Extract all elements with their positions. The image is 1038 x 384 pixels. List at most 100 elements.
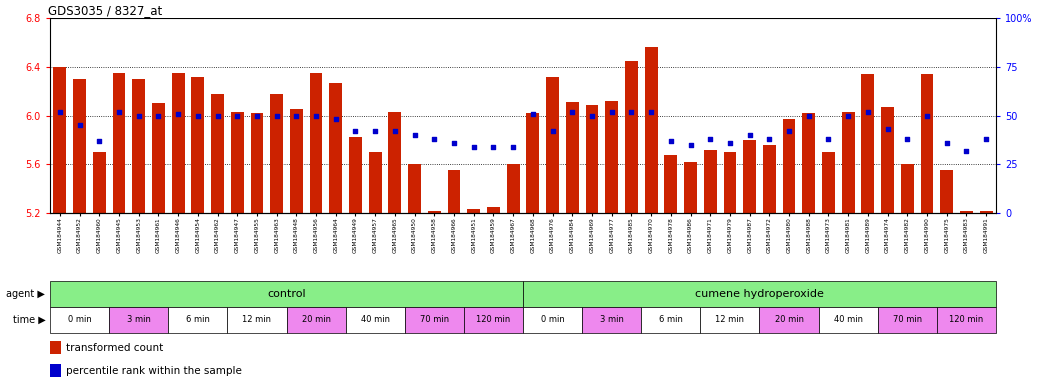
Bar: [802, 113, 815, 213]
Bar: [309, 73, 323, 213]
Bar: [507, 164, 520, 213]
Bar: [641, 307, 701, 333]
Point: [504, 144, 521, 150]
Point: [386, 128, 403, 134]
Point: [958, 147, 975, 154]
Point: [899, 136, 916, 142]
Bar: [447, 170, 461, 213]
Point: [721, 140, 738, 146]
Bar: [50, 281, 523, 307]
Bar: [290, 109, 303, 213]
Point: [151, 113, 167, 119]
Bar: [171, 73, 185, 213]
Bar: [191, 76, 204, 213]
Point: [840, 113, 856, 119]
Point: [210, 113, 226, 119]
Bar: [467, 209, 481, 213]
Bar: [842, 112, 854, 213]
Point: [72, 122, 88, 128]
Text: 120 min: 120 min: [950, 316, 984, 324]
Bar: [368, 152, 382, 213]
Point: [229, 113, 246, 119]
Point: [938, 140, 955, 146]
Bar: [526, 113, 540, 213]
Bar: [546, 76, 559, 213]
Text: GDS3035 / 8327_at: GDS3035 / 8327_at: [48, 4, 162, 17]
Bar: [464, 307, 523, 333]
Point: [978, 136, 994, 142]
Bar: [408, 164, 421, 213]
Point: [879, 126, 896, 132]
Bar: [50, 307, 109, 333]
Point: [91, 138, 108, 144]
Point: [919, 113, 935, 119]
Point: [544, 128, 561, 134]
Bar: [346, 307, 405, 333]
Text: control: control: [267, 289, 306, 299]
Point: [131, 113, 147, 119]
Text: 70 min: 70 min: [893, 316, 922, 324]
Point: [564, 109, 580, 115]
Bar: [152, 103, 165, 213]
Bar: [625, 61, 637, 213]
Bar: [940, 170, 953, 213]
Bar: [92, 152, 106, 213]
Bar: [270, 94, 283, 213]
Text: 3 min: 3 min: [600, 316, 624, 324]
Bar: [704, 150, 716, 213]
Text: 12 min: 12 min: [243, 316, 272, 324]
Point: [662, 138, 679, 144]
Bar: [329, 83, 343, 213]
Bar: [881, 107, 894, 213]
Point: [583, 113, 600, 119]
Text: 20 min: 20 min: [774, 316, 803, 324]
Text: 12 min: 12 min: [715, 316, 744, 324]
Bar: [211, 94, 224, 213]
Bar: [760, 307, 819, 333]
Point: [289, 113, 305, 119]
Point: [741, 132, 758, 138]
Bar: [862, 74, 874, 213]
Bar: [132, 79, 145, 213]
Bar: [723, 152, 736, 213]
Point: [406, 132, 422, 138]
Text: percentile rank within the sample: percentile rank within the sample: [66, 366, 242, 376]
Bar: [405, 307, 464, 333]
Point: [327, 116, 344, 122]
Bar: [684, 162, 696, 213]
Text: 70 min: 70 min: [419, 316, 448, 324]
Text: agent ▶: agent ▶: [6, 289, 46, 299]
Point: [485, 144, 501, 150]
Bar: [763, 145, 775, 213]
Text: 20 min: 20 min: [302, 316, 330, 324]
Point: [820, 136, 837, 142]
Bar: [168, 307, 227, 333]
Text: cumene hydroperoxide: cumene hydroperoxide: [695, 289, 824, 299]
Point: [445, 140, 462, 146]
Bar: [487, 207, 500, 213]
Text: 40 min: 40 min: [834, 316, 863, 324]
Point: [347, 128, 363, 134]
Bar: [664, 154, 677, 213]
Bar: [582, 307, 641, 333]
Bar: [53, 67, 66, 213]
Point: [643, 109, 659, 115]
Text: 120 min: 120 min: [476, 316, 511, 324]
Bar: [743, 140, 756, 213]
Bar: [230, 112, 244, 213]
Bar: [960, 210, 973, 213]
Text: 0 min: 0 min: [541, 316, 565, 324]
Point: [170, 111, 187, 117]
Bar: [822, 152, 835, 213]
Text: 0 min: 0 min: [67, 316, 91, 324]
Point: [366, 128, 383, 134]
Bar: [701, 307, 760, 333]
Bar: [937, 307, 996, 333]
Bar: [286, 307, 346, 333]
Point: [800, 113, 817, 119]
Bar: [428, 210, 441, 213]
Point: [190, 113, 207, 119]
Bar: [566, 102, 578, 213]
Point: [52, 109, 69, 115]
Bar: [901, 164, 913, 213]
